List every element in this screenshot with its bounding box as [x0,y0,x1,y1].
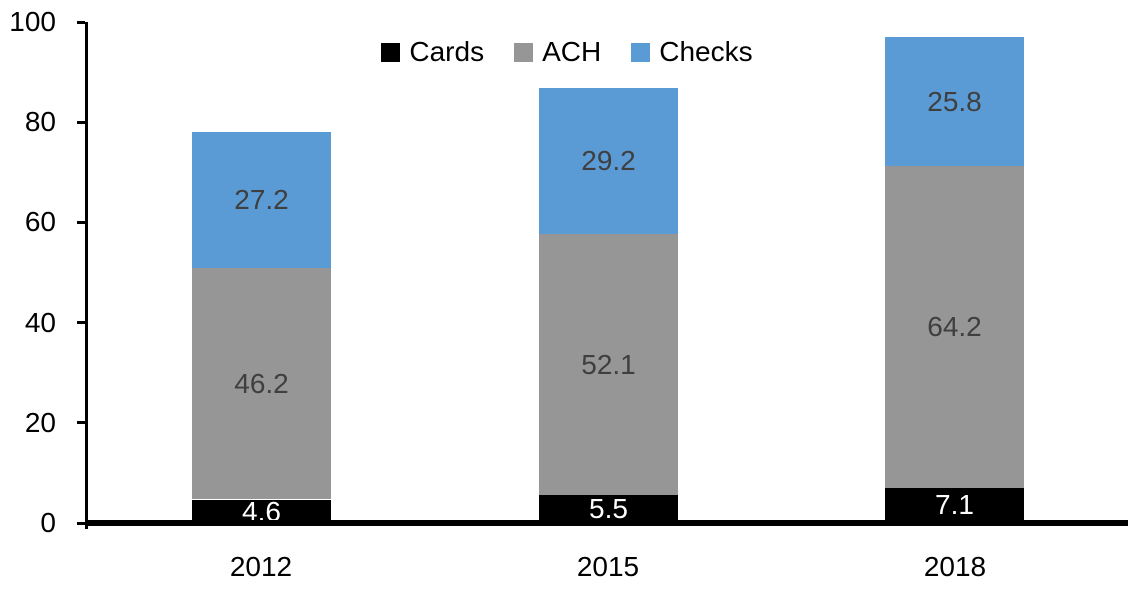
bar-segment-ach: 52.1 [539,234,678,495]
bar-segment-ach: 46.2 [192,268,331,499]
y-axis-tick-label: 40 [24,307,56,338]
legend-marker-checks-icon [631,42,651,62]
y-axis-tick-label: 20 [24,407,56,438]
bar-segment-label: 25.8 [927,85,982,117]
y-axis-tick-label: 60 [24,206,56,237]
bar-segment-label: 27.2 [234,184,289,215]
bar-segment-label: 52.1 [581,348,636,380]
x-axis-category-label: 2015 [576,551,640,582]
legend-marker-cards-icon [381,42,401,62]
bar-segment-label: 7.1 [935,489,974,520]
y-axis-tick-label: 100 [9,6,56,37]
bar-segment-checks: 29.2 [539,88,678,234]
y-axis-tick [77,21,85,24]
x-axis-line [85,520,1128,526]
x-axis-category-label: 2012 [229,551,293,582]
bar-segment-ach: 64.2 [885,166,1024,488]
legend-item-cards: Cards [381,38,484,66]
bar-segment-checks: 27.2 [192,132,331,268]
x-axis-category-label: 2018 [923,551,987,582]
bar-segment-label: 46.2 [234,367,289,399]
y-axis-tick-label: 80 [24,106,56,137]
legend-item-ach: ACH [514,38,601,66]
y-axis-tick [77,421,85,424]
bar-segment-cards: 5.5 [539,495,678,523]
bar-segment-checks: 25.8 [885,37,1024,166]
legend-label: Checks [659,36,753,67]
legend-item-checks: Checks [631,36,753,67]
y-axis-tick [77,221,85,224]
y-axis-tick [77,121,85,124]
legend-label: Cards [409,36,485,67]
legend-label: ACH [542,36,602,67]
bar-segment-cards: 7.1 [885,487,1024,523]
bar-segment-label: 29.2 [581,145,636,176]
bar-segment-label: 5.5 [589,493,628,524]
y-axis-tick-label: 0 [40,507,56,538]
bar-segment-label: 64.2 [927,311,982,342]
y-axis-line [85,22,88,529]
y-axis-tick [77,321,85,324]
y-axis-tick [77,522,85,525]
legend-marker-ach-icon [514,42,534,62]
